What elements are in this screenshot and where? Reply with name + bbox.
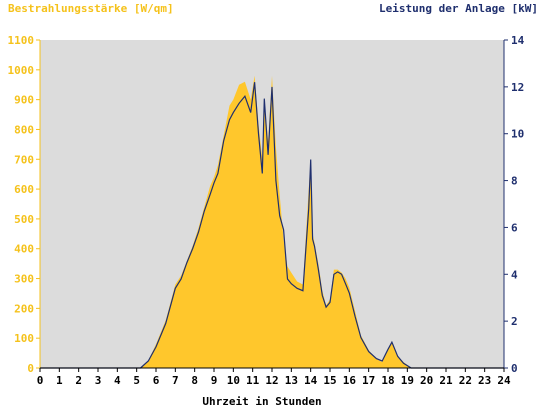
y-left-tick-label: 800 [14, 123, 34, 136]
y-left-tick-label: 900 [14, 94, 34, 107]
y-right-tick-label: 6 [511, 221, 518, 234]
series-power-line [40, 82, 504, 369]
y-right-tick-label: 10 [511, 128, 524, 141]
y-right-tick-label: 2 [511, 315, 518, 328]
y-left-tick-label: 600 [14, 183, 34, 196]
x-tick-label: 5 [133, 374, 140, 387]
y-left-tick-label: 1100 [8, 34, 35, 47]
x-tick-label: 3 [95, 374, 102, 387]
series-layer [40, 75, 504, 369]
y-left-tick-label: 400 [14, 243, 34, 256]
x-tick-label: 17 [362, 374, 375, 387]
y-right-tick-label: 14 [511, 34, 525, 47]
x-tick-label: 19 [401, 374, 414, 387]
left-axis-title: Bestrahlungsstärke [W/qm] [8, 2, 174, 15]
x-tick-label: 18 [381, 374, 394, 387]
x-axis-title: Uhrzeit in Stunden [202, 395, 321, 408]
y-right-tick-label: 4 [511, 268, 518, 281]
x-tick-label: 4 [114, 374, 121, 387]
right-axis-title: Leistung der Anlage [kW] [379, 2, 538, 15]
x-tick-label: 2 [75, 374, 82, 387]
x-tick-label: 16 [343, 374, 357, 387]
x-tick-label: 6 [153, 374, 160, 387]
x-tick-label: 15 [323, 374, 336, 387]
x-tick-label: 9 [211, 374, 218, 387]
x-tick-label: 0 [37, 374, 44, 387]
x-tick-label: 1 [56, 374, 63, 387]
x-tick-label: 8 [191, 374, 198, 387]
x-tick-label: 24 [497, 374, 511, 387]
y-left-tick-label: 700 [14, 153, 34, 166]
y-left-tick-label: 200 [14, 302, 34, 315]
x-tick-label: 12 [265, 374, 278, 387]
x-tick-label: 10 [227, 374, 240, 387]
x-tick-label: 22 [459, 374, 472, 387]
x-tick-label: 21 [439, 374, 453, 387]
y-left-tick-label: 0 [27, 362, 34, 375]
x-tick-label: 23 [478, 374, 491, 387]
y-left-tick-label: 100 [14, 332, 34, 345]
x-tick-label: 14 [304, 374, 318, 387]
y-right-tick-label: 0 [511, 362, 518, 375]
x-tick-label: 20 [420, 374, 433, 387]
y-left-tick-label: 300 [14, 273, 34, 286]
y-right-tick-label: 12 [511, 81, 524, 94]
x-tick-label: 13 [285, 374, 298, 387]
series-irradiance-area [40, 75, 504, 369]
x-tick-label: 7 [172, 374, 179, 387]
y-left-tick-label: 1000 [8, 64, 35, 77]
y-right-tick-label: 8 [511, 175, 518, 188]
axes-layer: 0100200300400500600700800900100011000246… [8, 34, 525, 387]
y-left-tick-label: 500 [14, 213, 34, 226]
x-tick-label: 11 [246, 374, 260, 387]
